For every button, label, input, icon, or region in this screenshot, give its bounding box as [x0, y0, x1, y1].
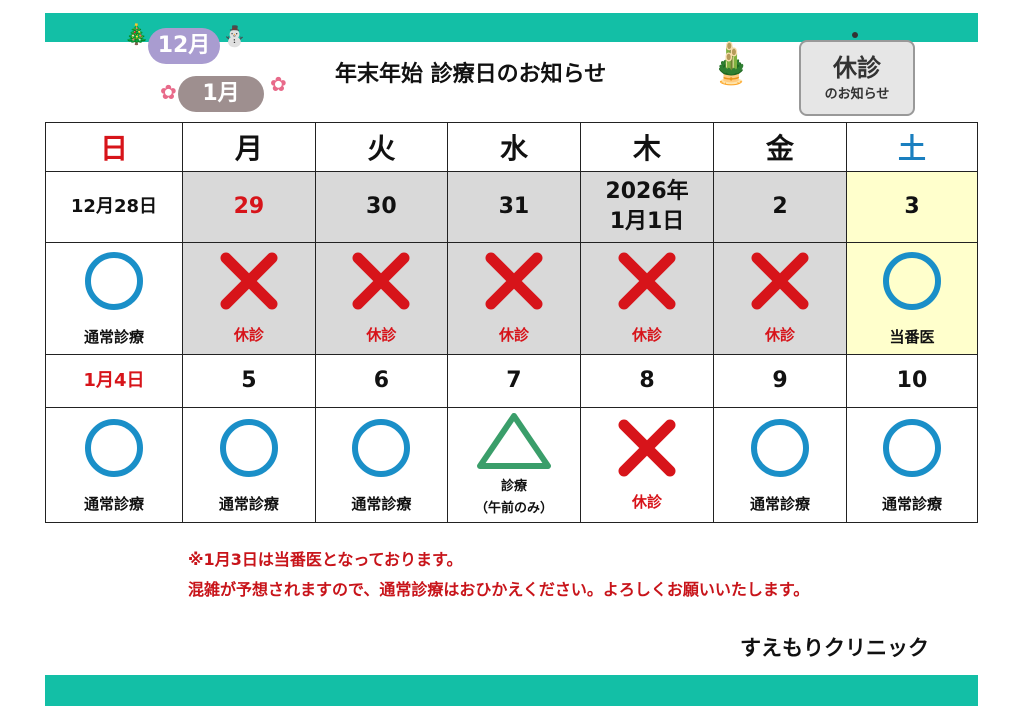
december-badge: 12月 [148, 28, 220, 64]
date-row: 12月28日 29 30 31 2026年 1月1日 2 3 [45, 171, 979, 243]
status-cell: 休診 [580, 242, 714, 355]
weekday-6: 土 [845, 122, 979, 172]
status-row: 通常診療 通常診療 通常診療 診療 （午前のみ） 休診 通常診療 通常診療 [45, 407, 979, 523]
snowman-icon: ⛄ [222, 24, 247, 48]
status-label: 休診 [233, 326, 264, 344]
circle-open-icon [84, 418, 143, 477]
shimenawa-decoration-icon: 🎍 [706, 41, 756, 87]
date-cell: 1月4日 [45, 354, 183, 408]
status-label: 当番医 [889, 328, 935, 346]
cross-closed-icon [618, 252, 676, 310]
january-badge: 1月 [178, 76, 264, 112]
circle-open-icon [882, 418, 941, 477]
notes: ※1月3日は当番医となっております。 混雑が予想されますので、通常診療はおひかえ… [188, 545, 809, 605]
date-row: 1月4日 5 6 7 8 9 10 [45, 354, 979, 408]
circle-open-icon [84, 252, 143, 310]
circle-open-icon [219, 418, 278, 477]
date-cell: 9 [712, 354, 847, 408]
status-label: 休診 [764, 326, 795, 344]
cross-closed-icon [352, 252, 410, 310]
triangle-morning-only-icon [476, 413, 551, 469]
sign-pin [852, 32, 858, 38]
note-line: ※1月3日は当番医となっております。 [188, 550, 463, 569]
circle-open-icon [882, 252, 941, 310]
status-cell: 通常診療 [712, 407, 847, 523]
status-label: 通常診療 [218, 494, 279, 513]
closed-notice-sign: 休診 のお知らせ [799, 40, 915, 116]
schedule-calendar: 日月火水木金土 12月28日 29 30 31 2026年 1月1日 2 3 通常診療 休診 休診… [45, 122, 979, 523]
weekday-3: 水 [446, 122, 582, 172]
date-cell: 10 [845, 354, 979, 408]
status-cell: 休診 [314, 242, 448, 355]
weekday-4: 木 [580, 122, 714, 172]
status-cell: 休診 [181, 242, 316, 355]
weekday-2: 火 [314, 122, 448, 172]
status-label: 診療 （午前のみ） [474, 479, 553, 516]
weekday-header-row: 日月火水木金土 [45, 122, 979, 172]
date-cell: 7 [446, 354, 582, 408]
status-cell: 通常診療 [845, 407, 979, 523]
status-cell: 診療 （午前のみ） [446, 407, 582, 523]
date-cell: 8 [580, 354, 714, 408]
date-cell: 2026年 1月1日 [580, 171, 714, 243]
date-cell: 5 [181, 354, 316, 408]
status-label: 休診 [366, 326, 397, 344]
circle-open-icon [750, 418, 809, 477]
status-label: 休診 [632, 326, 663, 344]
cross-closed-icon [485, 252, 543, 310]
status-label: 通常診療 [749, 494, 810, 513]
status-label: 通常診療 [83, 494, 144, 513]
plum-blossom-icon: ✿ [270, 72, 287, 96]
circle-open-icon [352, 418, 411, 477]
status-cell: 通常診療 [181, 407, 316, 523]
status-label: 休診 [498, 326, 529, 344]
status-cell: 休診 [580, 407, 714, 523]
status-label: 休診 [632, 492, 663, 511]
status-cell: 通常診療 [45, 407, 183, 523]
status-cell: 通常診療 [45, 242, 183, 355]
date-cell: 2 [712, 171, 847, 243]
plum-blossom-icon: ✿ [160, 80, 177, 104]
date-cell: 29 [181, 171, 316, 243]
status-cell: 休診 [712, 242, 847, 355]
status-label: 通常診療 [881, 494, 942, 513]
christmas-tree-icon: 🎄 [124, 22, 149, 46]
status-label: 通常診療 [83, 328, 144, 346]
sign-main-text: 休診 [833, 54, 881, 82]
weekday-5: 金 [712, 122, 847, 172]
status-cell: 当番医 [845, 242, 979, 355]
date-cell: 30 [314, 171, 448, 243]
status-label: 通常診療 [351, 494, 412, 513]
date-cell: 31 [446, 171, 582, 243]
weekday-0: 日 [45, 122, 183, 172]
status-cell: 通常診療 [314, 407, 448, 523]
status-row: 通常診療 休診 休診 休診 休診 休診 当番医 [45, 242, 979, 355]
page-title: 年末年始 診療日のお知らせ [335, 62, 607, 87]
note-line: 混雑が予想されますので、通常診療はおひかえください。よろしくお願いいたします。 [188, 580, 810, 599]
date-cell: 3 [845, 171, 979, 243]
weekday-1: 月 [181, 122, 316, 172]
cross-closed-icon [751, 252, 809, 310]
cross-closed-icon [220, 252, 278, 310]
bottom-banner-bar [45, 675, 978, 706]
clinic-name: すえもりクリニック [740, 636, 929, 660]
date-cell: 6 [314, 354, 448, 408]
cross-closed-icon [618, 419, 676, 476]
status-cell: 休診 [446, 242, 582, 355]
date-cell: 12月28日 [45, 171, 183, 243]
sign-sub-text: のお知らせ [824, 87, 890, 102]
